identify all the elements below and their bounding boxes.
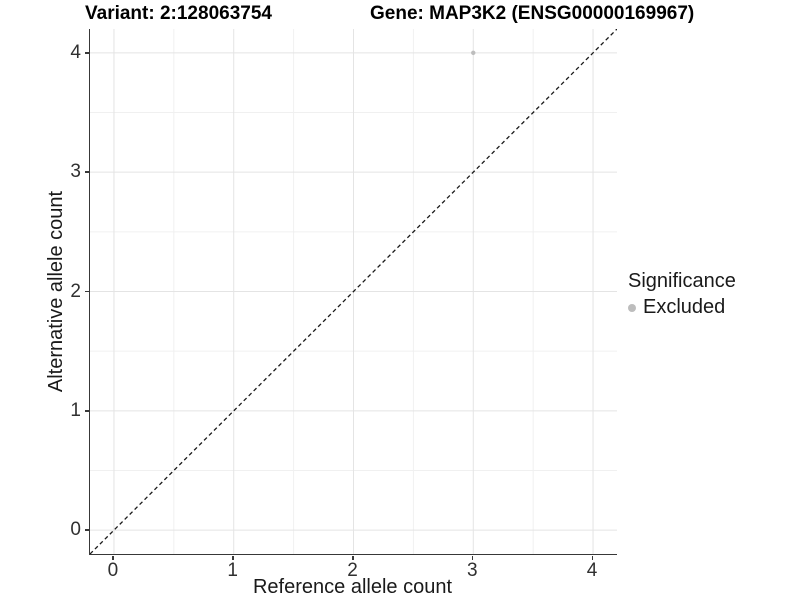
x-tick-mark: [112, 555, 114, 560]
y-tick-mark: [85, 290, 89, 293]
y-axis-title: Alternative allele count: [45, 190, 67, 393]
legend: Significance Excluded: [628, 270, 736, 319]
legend-item-label: Excluded: [643, 296, 726, 318]
x-tick-label: 0: [107, 560, 119, 581]
y-tick-mark: [85, 410, 89, 412]
x-tick-mark: [232, 555, 234, 560]
x-tick-label: 1: [227, 560, 238, 581]
y-tick-label: 1: [70, 399, 81, 421]
x-tick-mark: [591, 555, 594, 560]
x-axis-title: Reference allele count: [252, 576, 452, 598]
y-tick-mark: [85, 52, 89, 54]
x-tick-label: 2: [347, 560, 358, 581]
y-tick-mark: [85, 529, 89, 531]
x-tick-label: 4: [586, 560, 598, 581]
x-tick-label: 3: [466, 560, 478, 581]
plot-panel: [89, 29, 617, 555]
y-tick-label: 2: [70, 280, 81, 302]
legend-point-swatch: [628, 303, 636, 312]
gene-title: Gene: MAP3K2 (ENSG00000169967): [370, 3, 695, 24]
chart-canvas: [90, 29, 617, 554]
variant-title: Variant: 2:128063754: [85, 3, 272, 24]
x-tick-mark: [352, 555, 354, 560]
y-tick-label: 0: [70, 519, 81, 541]
legend-title: Significance: [628, 270, 736, 292]
x-tick-mark: [471, 555, 474, 560]
y-tick-mark: [85, 171, 89, 173]
y-tick-label: 4: [70, 41, 81, 63]
legend-item-excluded: Excluded: [628, 296, 736, 319]
y-tick-label: 3: [70, 161, 81, 183]
